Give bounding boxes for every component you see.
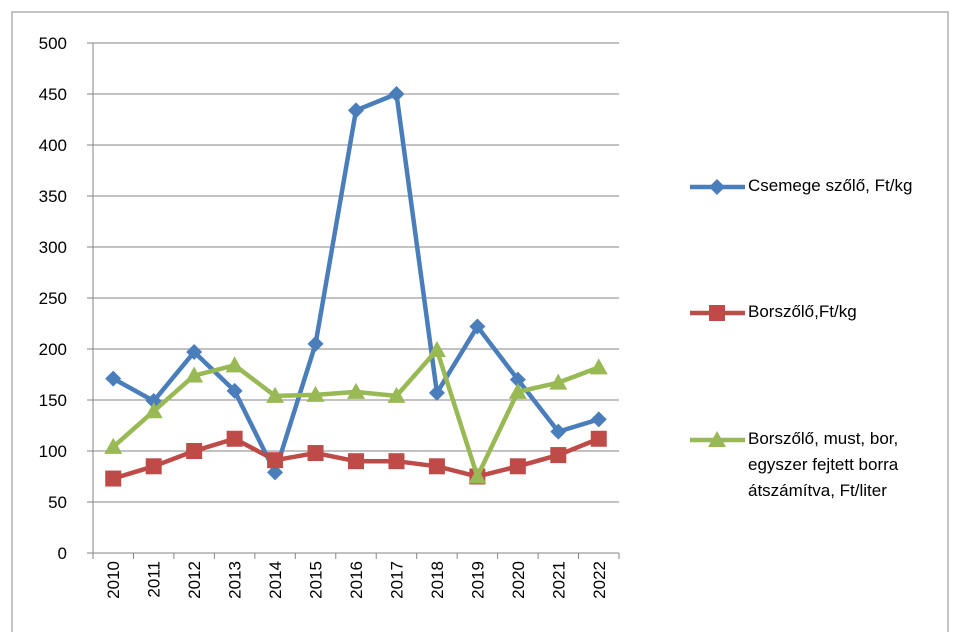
marker	[509, 371, 526, 388]
marker	[307, 445, 324, 462]
marker	[469, 318, 486, 335]
marker	[508, 382, 527, 399]
marker	[388, 86, 405, 102]
marker	[347, 382, 365, 399]
x-tick-label: 2012	[185, 561, 204, 599]
y-tick-label: 150	[39, 391, 67, 410]
marker	[348, 102, 364, 119]
y-tick-label: 100	[39, 442, 67, 461]
x-tick-label: 2019	[468, 561, 487, 599]
x-tick-label: 2013	[226, 561, 245, 599]
marker	[709, 305, 725, 321]
marker	[185, 366, 204, 383]
x-tick-label: 2010	[104, 561, 123, 599]
marker	[145, 458, 162, 475]
x-tick-label: 2015	[307, 561, 326, 599]
marker	[105, 370, 122, 387]
marker	[427, 341, 446, 358]
x-tick-label: 2017	[387, 561, 406, 599]
marker	[307, 335, 324, 352]
marker	[549, 373, 568, 390]
marker	[428, 458, 445, 475]
x-tick-label: 2011	[145, 561, 164, 598]
marker	[709, 179, 725, 195]
marker	[590, 430, 607, 447]
legend-label: Borszőlő, must, bor, egyszer fejtett bor…	[748, 429, 899, 500]
y-tick-label: 250	[39, 289, 67, 308]
marker	[590, 411, 607, 428]
marker	[186, 443, 203, 459]
marker	[186, 344, 203, 361]
x-tick-label: 2020	[509, 561, 528, 599]
marker	[144, 402, 163, 419]
marker	[468, 467, 487, 484]
x-tick-label: 2022	[590, 561, 609, 599]
marker	[267, 452, 284, 469]
marker	[267, 464, 284, 481]
marker	[550, 423, 567, 440]
marker	[226, 430, 243, 447]
x-tick-label: 2014	[266, 561, 285, 599]
marker	[509, 458, 526, 475]
x-tick-label: 2016	[347, 561, 366, 599]
marker	[306, 385, 325, 402]
marker	[387, 386, 406, 403]
marker	[226, 382, 243, 399]
y-tick-label: 450	[39, 85, 67, 104]
marker	[105, 470, 122, 487]
marker	[348, 453, 364, 470]
y-tick-label: 0	[58, 544, 67, 563]
marker	[589, 358, 608, 375]
marker	[266, 386, 285, 403]
y-tick-label: 50	[48, 493, 67, 512]
legend-label: Csemege szőlő, Ft/kg	[748, 176, 913, 195]
marker	[708, 431, 726, 447]
y-tick-label: 200	[39, 340, 67, 359]
y-tick-label: 350	[39, 187, 67, 206]
legend-label: Borszőlő,Ft/kg	[748, 302, 857, 321]
marker	[388, 453, 405, 470]
y-tick-label: 300	[39, 238, 67, 257]
y-tick-label: 400	[39, 136, 67, 155]
marker	[225, 356, 244, 373]
y-tick-label: 500	[39, 34, 67, 53]
marker	[428, 384, 445, 401]
x-tick-label: 2018	[428, 561, 447, 599]
x-tick-label: 2021	[549, 561, 568, 599]
marker	[550, 447, 567, 464]
marker	[104, 437, 123, 454]
